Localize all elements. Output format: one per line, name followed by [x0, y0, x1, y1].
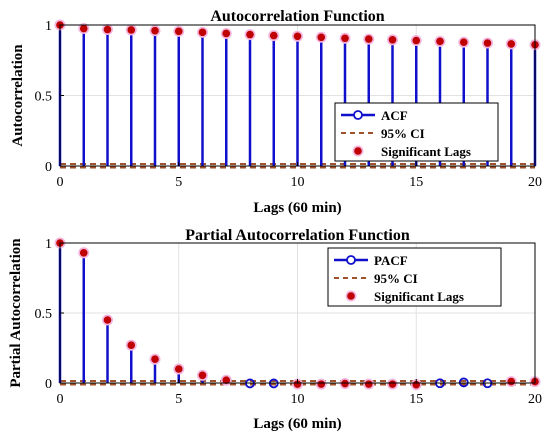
pacf-stems — [54, 237, 541, 391]
pacf-x-tick-label-4: 20 — [528, 392, 542, 407]
pacf-stem-marker-17 — [458, 377, 469, 388]
pacf-legend-stem-marker — [346, 255, 356, 265]
acf-legend-significant-marker — [354, 147, 362, 155]
pacf-title: Partial Autocorrelation Function — [185, 227, 410, 244]
acf-significant-marker-6 — [198, 28, 207, 37]
acf-significant-marker-17 — [459, 38, 468, 47]
pacf-y-tick-label-2: 1 — [45, 237, 52, 252]
pacf-confidence-bounds — [60, 380, 535, 386]
acf-legend: ACF 95% CI Significant Lags — [334, 102, 499, 162]
acf-legend-entry-significant: Significant Lags — [352, 144, 471, 159]
pacf-significant-marker-14 — [388, 380, 397, 388]
pacf-legend-significant-marker — [347, 292, 355, 300]
acf-legend-entry-ci: 95% CI — [341, 126, 425, 141]
acf-significant-marker-15 — [412, 36, 421, 45]
acf-significant-marker-16 — [436, 37, 444, 46]
pacf-significant-marker-7 — [222, 376, 231, 385]
acf-x-tick-label-3: 15 — [409, 175, 423, 190]
pacf-significant-marker-12 — [341, 379, 349, 388]
acf-significant-marker-13 — [364, 35, 373, 43]
acf-legend-entry-acf: ACF — [341, 108, 408, 123]
pacf-significant-marker-11 — [317, 380, 326, 388]
acf-significant-marker-10 — [293, 32, 302, 41]
pacf-ticks: 0 5 10 15 20 0 0.5 1 — [35, 237, 543, 407]
pacf-significant-marker-19 — [507, 377, 516, 386]
acf-x-tick-label-0: 0 — [57, 175, 64, 190]
acf-legend-label-ci: 95% CI — [381, 126, 425, 141]
pacf-significant-marker-6 — [198, 371, 207, 380]
acf-y-tick-label-2: 1 — [45, 19, 52, 34]
acf-y-axis-label: Autocorrelation — [10, 44, 26, 147]
pacf-legend-label-significant: Significant Lags — [374, 289, 464, 304]
pacf-x-tick-label-2: 10 — [291, 392, 305, 407]
acf-legend-label-acf: ACF — [381, 108, 408, 123]
acf-ticks: 0 5 10 15 20 0 0.5 1 — [35, 19, 543, 190]
acf-legend-stem-marker — [353, 110, 363, 120]
pacf-significant-marker-1 — [79, 249, 88, 257]
acf-significant-marker-1 — [79, 24, 88, 33]
pacf-legend-entry-significant: Significant Lags — [345, 289, 464, 304]
acf-y-tick-label-0: 0 — [45, 160, 52, 175]
pacf-y-tick-label-0: 0 — [45, 377, 52, 392]
acf-significant-marker-19 — [507, 40, 516, 48]
pacf-significant-marker-2 — [103, 316, 112, 324]
acf-x-tick-label-2: 10 — [291, 175, 305, 190]
pacf-legend: PACF 95% CI Significant Lags — [327, 247, 502, 307]
pacf-legend-entry-pacf: PACF — [334, 253, 408, 268]
pacf-y-axis-label: Partial Autocorrelation — [8, 238, 24, 388]
acf-y-tick-label-1: 0.5 — [35, 90, 53, 105]
pacf-significant-marker-10 — [293, 380, 302, 388]
pacf-x-tick-label-0: 0 — [57, 392, 64, 407]
acf-significant-marker-7 — [222, 29, 231, 38]
acf-title: Autocorrelation Function — [210, 8, 384, 25]
pacf-significant-marker-13 — [364, 380, 373, 388]
acf-significant-marker-8 — [246, 30, 254, 39]
acf-significant-marker-18 — [483, 39, 492, 47]
pacf-legend-entry-ci: 95% CI — [334, 271, 418, 286]
acf-significant-marker-9 — [269, 31, 278, 40]
pacf-x-tick-label-3: 15 — [409, 392, 423, 407]
pacf-legend-label-ci: 95% CI — [374, 271, 418, 286]
acf-significant-marker-11 — [317, 33, 326, 42]
acf-x-tick-label-1: 5 — [175, 175, 182, 190]
acf-significant-marker-4 — [151, 26, 159, 35]
pacf-legend-label-pacf: PACF — [374, 253, 408, 268]
pacf-x-axis-label: Lags (60 min) — [253, 416, 341, 432]
acf-x-axis-label: Lags (60 min) — [253, 200, 341, 216]
acf-significant-marker-3 — [127, 26, 136, 34]
pacf-x-tick-label-1: 5 — [175, 392, 182, 407]
acf-panel: 0 5 10 15 20 0 0.5 1 Autocorrelation Function L… — [10, 8, 542, 216]
acf-significant-marker-2 — [103, 25, 112, 34]
pacf-y-tick-label-1: 0.5 — [35, 307, 53, 322]
pacf-significant-marker-5 — [174, 365, 183, 373]
acf-significant-marker-14 — [388, 36, 397, 44]
acf-significant-marker-5 — [174, 27, 183, 36]
pacf-significant-marker-3 — [127, 341, 136, 350]
acf-x-tick-label-4: 20 — [528, 175, 542, 190]
acf-significant-marker-12 — [341, 34, 349, 43]
acf-legend-label-significant: Significant Lags — [381, 144, 471, 159]
acf-confidence-bounds — [60, 163, 535, 169]
pacf-significant-marker-4 — [151, 355, 159, 364]
pacf-panel: 0 5 10 15 20 0 0.5 1 Partial Autocorrelation Fu… — [8, 227, 542, 432]
